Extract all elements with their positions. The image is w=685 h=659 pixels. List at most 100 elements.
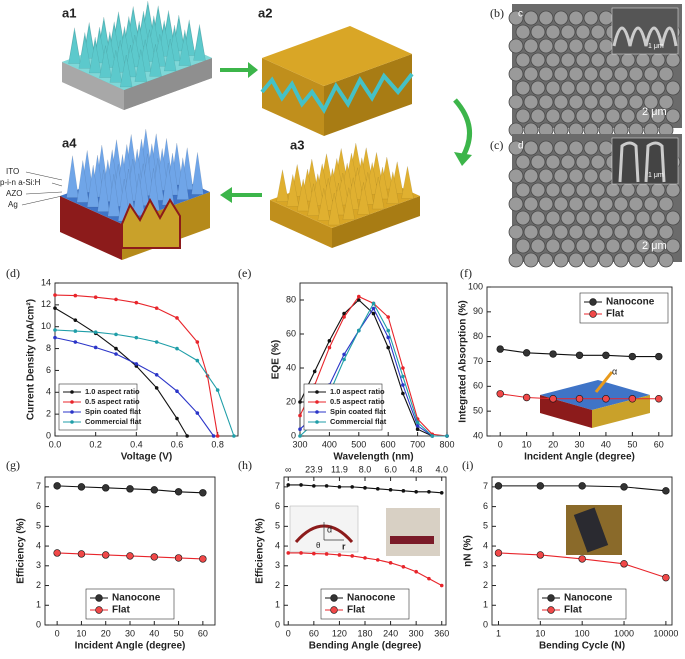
arrow bbox=[220, 187, 262, 203]
data-point bbox=[102, 551, 110, 559]
nanocone bbox=[149, 44, 162, 77]
nanocone bbox=[97, 169, 110, 212]
legend-marker bbox=[315, 400, 319, 404]
x-axis-label: Voltage (V) bbox=[121, 452, 172, 463]
nanocone bbox=[401, 166, 414, 199]
sem-dome bbox=[538, 94, 554, 110]
y-tick-label: 40 bbox=[286, 362, 296, 372]
nanocone bbox=[68, 31, 81, 64]
x2-tick-label: 23.9 bbox=[305, 464, 323, 474]
sem-label: d bbox=[518, 141, 524, 152]
schematic bbox=[60, 0, 420, 260]
nanocone bbox=[176, 157, 190, 200]
data-point bbox=[415, 424, 420, 428]
y-axis-label: EQE (%) bbox=[271, 340, 282, 379]
legend-label: Nanocone bbox=[564, 593, 613, 604]
data-point bbox=[575, 351, 584, 359]
sem-dome bbox=[530, 154, 546, 170]
sem-dome bbox=[523, 38, 539, 54]
sem-dome bbox=[628, 196, 644, 212]
chart: (g) 0 10 20 30 40 50 60 0 1 2 3 4 5 6 7 Incident Angle (… bbox=[6, 458, 216, 652]
sem-dome bbox=[523, 66, 539, 82]
chart-title: (e) bbox=[238, 266, 251, 280]
sem-dome bbox=[605, 182, 621, 198]
sem-dome bbox=[658, 196, 674, 212]
block-face bbox=[262, 26, 412, 86]
data-point bbox=[195, 340, 200, 344]
sem-dome bbox=[508, 224, 524, 240]
y-tick-label: 0 bbox=[291, 430, 296, 440]
sem-dome bbox=[538, 38, 554, 54]
nanocone bbox=[317, 188, 331, 221]
data-point bbox=[312, 551, 316, 556]
series-line bbox=[54, 294, 219, 437]
y-tick-label: 1 bbox=[36, 600, 41, 610]
data-point bbox=[522, 393, 531, 402]
sem-dome bbox=[508, 38, 524, 54]
sem-dome bbox=[613, 224, 629, 240]
data-point bbox=[134, 300, 139, 305]
data-point bbox=[655, 352, 663, 361]
leader-line bbox=[21, 171, 63, 206]
sem-dome bbox=[643, 66, 659, 82]
sem-dome bbox=[650, 238, 666, 254]
sem-dome bbox=[613, 252, 629, 268]
y-axis-label: ηN (%) bbox=[463, 535, 474, 567]
data-point bbox=[386, 335, 391, 340]
legend-label: Nanocone bbox=[606, 297, 655, 308]
data-point bbox=[299, 483, 303, 487]
block-face bbox=[62, 62, 124, 110]
sem-dome bbox=[665, 108, 681, 124]
legend-label: Nanocone bbox=[112, 593, 161, 604]
sem-dome bbox=[560, 154, 576, 170]
y-tick-label: 14 bbox=[41, 277, 51, 287]
legend-label: 1.0 aspect ratio bbox=[85, 387, 140, 396]
y-tick-label: 4 bbox=[46, 387, 51, 397]
data-point bbox=[215, 388, 220, 392]
data-point bbox=[53, 335, 57, 340]
data-point bbox=[150, 486, 158, 494]
sem-dome bbox=[545, 238, 561, 254]
x-tick-label: 0 bbox=[498, 439, 503, 449]
data-point bbox=[427, 576, 431, 581]
sem-dome bbox=[553, 94, 569, 110]
data-point bbox=[93, 295, 98, 300]
x-tick-label: 500 bbox=[351, 439, 366, 449]
x-tick-label: 0.2 bbox=[89, 439, 102, 449]
data-point bbox=[199, 555, 207, 563]
x-tick-label: 50 bbox=[627, 439, 637, 449]
sem-dome bbox=[590, 210, 606, 226]
data-point bbox=[357, 294, 361, 299]
x-tick-label: 40 bbox=[601, 439, 611, 449]
sem-dome bbox=[665, 210, 681, 226]
x-tick-label: 10 bbox=[76, 628, 86, 638]
sem-dome bbox=[515, 52, 531, 68]
data-point bbox=[522, 349, 531, 357]
nanocone bbox=[78, 36, 92, 69]
chart: (d) 0.0 0.2 0.4 0.6 0.8 0 2 4 6 8 10 12 14 Voltage (V)… bbox=[6, 266, 239, 463]
data-point bbox=[154, 386, 159, 390]
data-point bbox=[134, 335, 139, 340]
data-point bbox=[286, 551, 291, 555]
chart-title: (h) bbox=[238, 458, 252, 472]
y-tick-label: 60 bbox=[473, 381, 483, 391]
sem-dome bbox=[635, 52, 651, 68]
sem-dome bbox=[628, 224, 644, 240]
data-point bbox=[350, 554, 355, 558]
sem-dome bbox=[643, 196, 659, 212]
y-axis-label: Efficiency (%) bbox=[16, 518, 27, 584]
sem-dome bbox=[590, 52, 606, 68]
nanocone bbox=[307, 183, 320, 216]
y-tick-label: 3 bbox=[275, 560, 280, 570]
data-point bbox=[602, 395, 610, 403]
sem-dome bbox=[568, 10, 584, 26]
y-tick-label: 4 bbox=[275, 540, 280, 550]
legend-marker bbox=[589, 298, 597, 306]
y-tick-label: 80 bbox=[473, 331, 483, 341]
data-point bbox=[414, 490, 418, 494]
y-tick-label: 8 bbox=[46, 343, 51, 353]
legend-label: Flat bbox=[112, 605, 130, 616]
legend-box bbox=[579, 292, 669, 324]
data-point bbox=[427, 490, 431, 494]
